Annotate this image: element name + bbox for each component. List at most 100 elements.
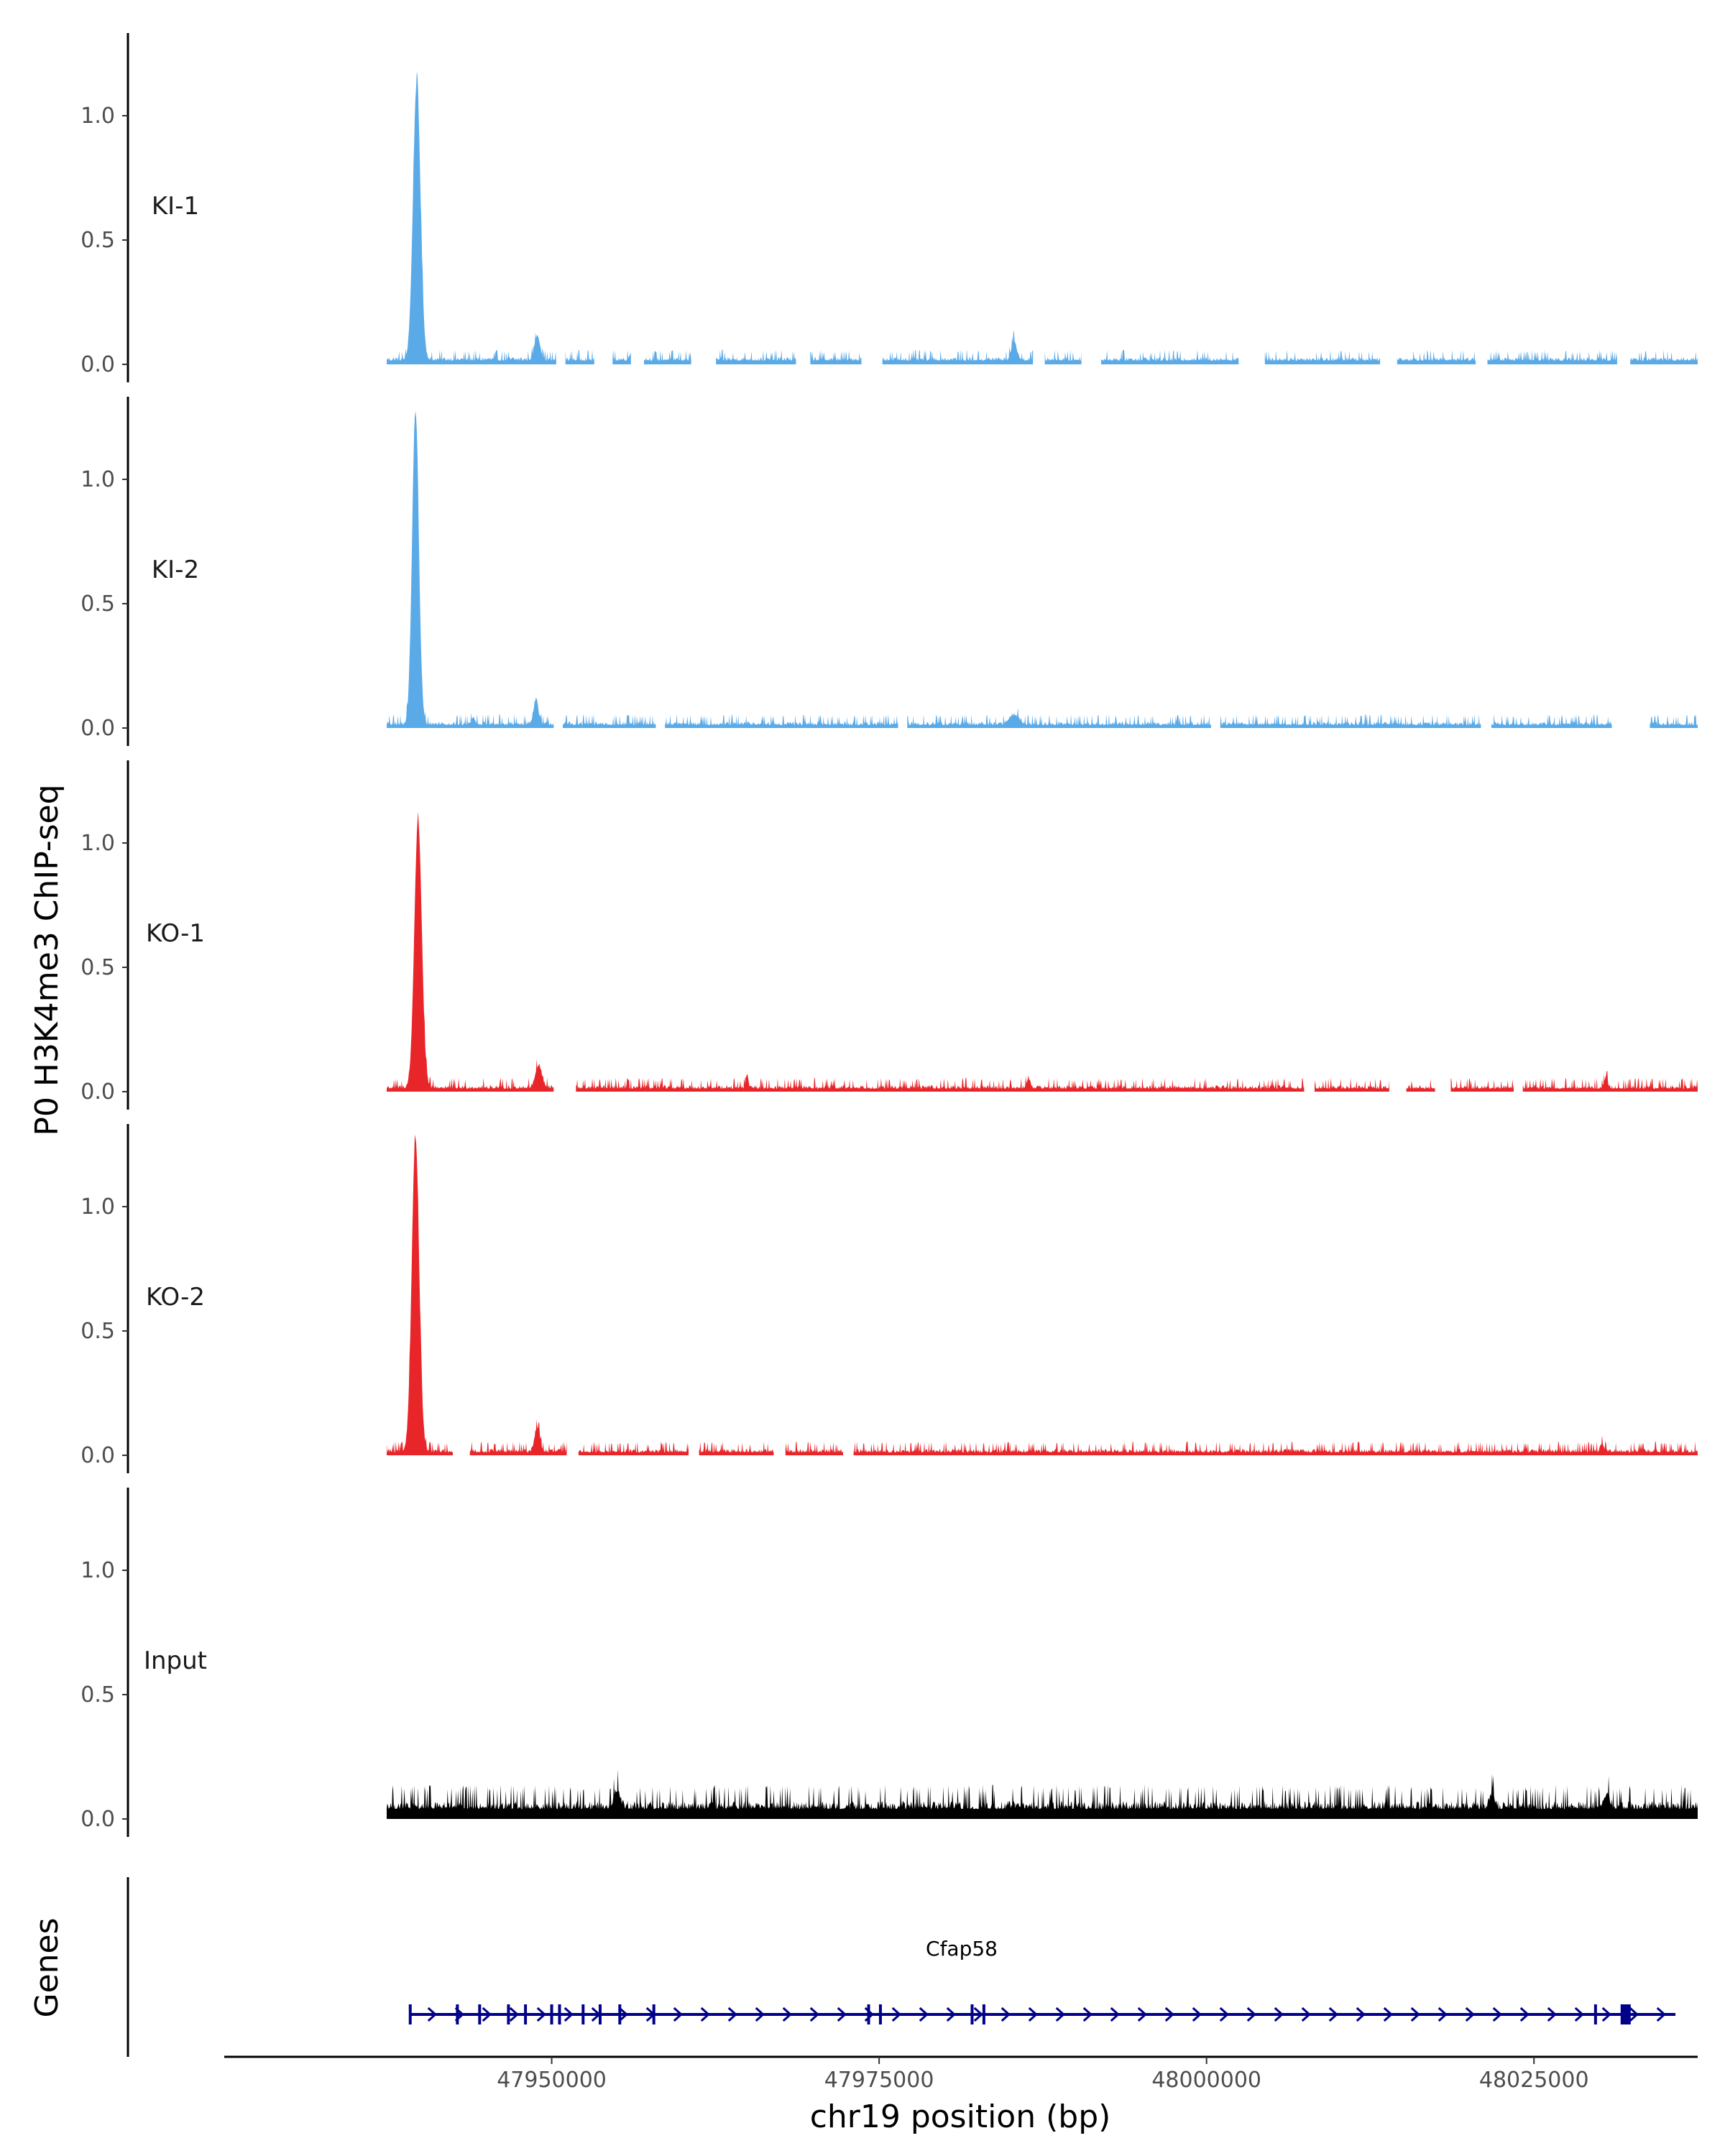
track-label: KO-1 (146, 919, 205, 948)
exon (478, 2004, 482, 2024)
y-tick-label: 0.5 (80, 1319, 115, 1344)
strand-arrow (618, 2007, 628, 2022)
strand-arrow (1274, 2007, 1284, 2022)
strand-arrow (782, 2007, 793, 2022)
exon (524, 2004, 528, 2024)
coverage-area-ki-2 (387, 410, 1698, 728)
strand-arrow (536, 2007, 546, 2022)
track-label: Input (144, 1646, 207, 1675)
strand-arrow (673, 2007, 683, 2022)
strand-arrow (1164, 2007, 1175, 2022)
y-tick-label: 0.5 (80, 228, 115, 253)
y-tick-label: 0.0 (80, 716, 115, 741)
track-ki-2: 0.0 0.5 1.0 KI-2 (80, 397, 1698, 746)
strand-arrow (1137, 2007, 1148, 2022)
strand-arrow (1629, 2007, 1639, 2022)
exon (598, 2004, 602, 2024)
exon (550, 2004, 553, 2024)
strand-arrow (1301, 2007, 1312, 2022)
strand-arrow (973, 2007, 984, 2022)
strand-arrow (1656, 2007, 1667, 2022)
strand-arrow (1356, 2007, 1366, 2022)
coverage-area-ki-1 (387, 71, 1698, 364)
track-label: KI-1 (152, 192, 199, 221)
y-tick-label: 0.0 (80, 1807, 115, 1832)
coverage-tracks: 0.00.51.0KI-10.00.51.0KI-20.00.51.0KO-10… (80, 33, 1698, 1837)
y-tick-label: 0.0 (80, 352, 115, 377)
track-ko-1: 0.0 0.5 1.0 KO-1 (80, 760, 1698, 1110)
strand-arrow (482, 2007, 492, 2022)
strand-arrow (809, 2007, 820, 2022)
strand-arrow (1601, 2007, 1612, 2022)
exon (618, 2004, 622, 2024)
strand-arrow (1410, 2007, 1421, 2022)
strand-arrow (1055, 2007, 1066, 2022)
y-tick-label: 0.0 (80, 1079, 115, 1105)
genes-track: Cfap58 (126, 1877, 1676, 2057)
exon (507, 2004, 510, 2024)
strand-arrow (1082, 2007, 1093, 2022)
strand-arrow (1192, 2007, 1202, 2022)
strand-arrow (1547, 2007, 1558, 2022)
strand-arrow (1246, 2007, 1257, 2022)
genes-track-title: Genes (29, 1917, 65, 2017)
exon (867, 2004, 870, 2024)
strand-arrow (1219, 2007, 1230, 2022)
exon (1593, 2004, 1597, 2024)
strand-arrow (1328, 2007, 1339, 2022)
exon (456, 2004, 459, 2024)
strand-arrow (1574, 2007, 1585, 2022)
x-tick-label: 47950000 (497, 2068, 607, 2093)
strand-arrow (509, 2007, 519, 2022)
y-tick-label: 0.5 (80, 955, 115, 980)
strand-arrow (919, 2007, 929, 2022)
exon (558, 2004, 561, 2024)
exon (652, 2004, 656, 2024)
strand-arrow (1465, 2007, 1476, 2022)
x-tick-label: 48000000 (1151, 2068, 1261, 2093)
strand-arrow (427, 2007, 437, 2022)
x-tick-label: 47975000 (824, 2068, 934, 2093)
track-ki-1: 0.0 0.5 1.0 KI-1 (80, 33, 1698, 382)
y-tick-label: 0.5 (80, 591, 115, 617)
strand-arrow (1438, 2007, 1448, 2022)
y-tick-label: 0.0 (80, 1443, 115, 1468)
strand-arrow (1110, 2007, 1121, 2022)
x-axis-title: chr19 position (bp) (810, 2099, 1111, 2135)
strand-arrow (755, 2007, 765, 2022)
strand-arrow (1028, 2007, 1039, 2022)
coverage-area-ko-2 (387, 1134, 1698, 1455)
track-ko-2: 0.0 0.5 1.0 KO-2 (80, 1124, 1698, 1473)
exon (408, 2004, 412, 2024)
strand-arrow (1000, 2007, 1011, 2022)
y-tick-label: 1.0 (80, 831, 115, 856)
strand-arrow (1519, 2007, 1530, 2022)
x-axis: 47950000 47975000 48000000 48025000 (224, 2055, 1698, 2093)
strand-arrow (564, 2007, 574, 2022)
exon (878, 2004, 882, 2024)
strand-arrow (700, 2007, 710, 2022)
track-input: 0.0 0.5 1.0 Input (80, 1488, 1698, 1837)
y-tick-label: 0.5 (80, 1682, 115, 1708)
y-axis-title: P0 H3K4me3 ChIP-seq (29, 784, 65, 1135)
strand-arrow (727, 2007, 738, 2022)
strand-arrow (1492, 2007, 1503, 2022)
exon (970, 2004, 974, 2024)
coverage-area-ko-1 (387, 811, 1698, 1092)
x-tick-label: 48025000 (1479, 2068, 1589, 2093)
y-tick-label: 1.0 (80, 1558, 115, 1583)
track-label: KO-2 (146, 1283, 205, 1312)
track-label: KI-2 (152, 556, 199, 584)
strand-arrow (837, 2007, 847, 2022)
gene-label: Cfap58 (926, 1937, 998, 1961)
exon (1620, 2004, 1631, 2024)
strand-arrow (1383, 2007, 1394, 2022)
y-tick-label: 1.0 (80, 103, 115, 129)
strand-arrow (891, 2007, 902, 2022)
y-tick-label: 1.0 (80, 1194, 115, 1220)
exon (982, 2004, 985, 2024)
y-tick-label: 1.0 (80, 467, 115, 492)
exon (581, 2004, 585, 2024)
strand-arrow (946, 2007, 957, 2022)
